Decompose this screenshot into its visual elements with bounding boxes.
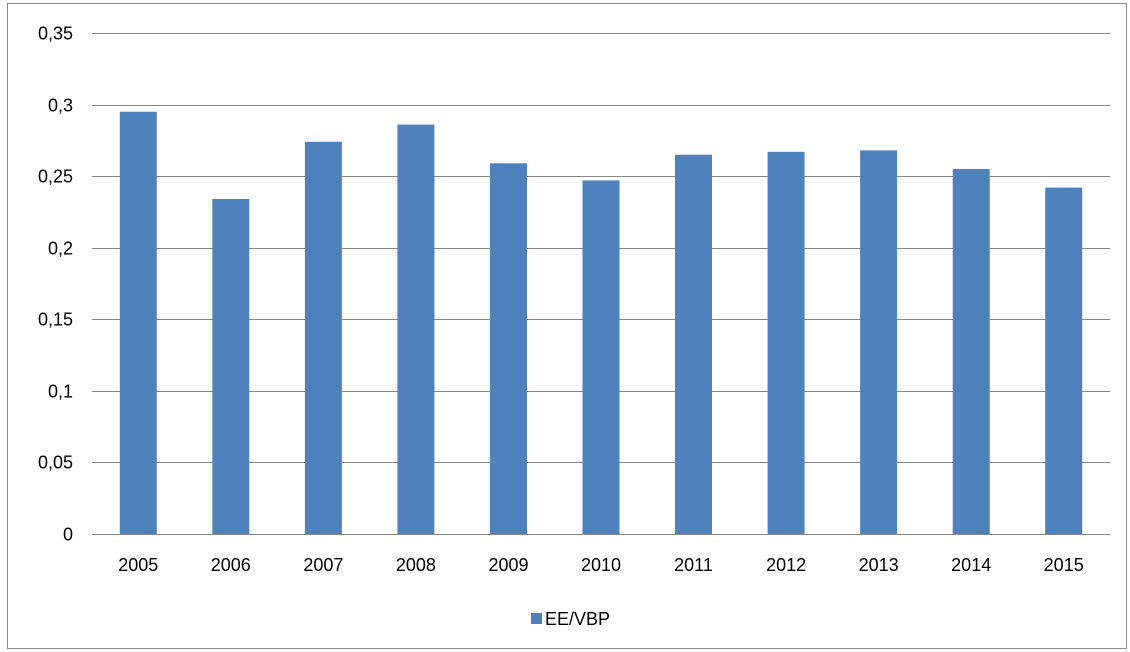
y-tick-label: 0,05 (38, 453, 73, 473)
bar-2012 (767, 151, 805, 535)
bar-2009 (490, 163, 527, 535)
bars (119, 111, 1083, 535)
x-tick-label: 2011 (674, 555, 713, 575)
y-tick-label: 0 (63, 525, 73, 545)
bar-2011 (675, 154, 712, 534)
x-tick-label: 2010 (581, 555, 621, 575)
bar-2008 (397, 124, 435, 534)
x-tick-label: 2012 (766, 555, 806, 575)
y-tick-label: 0,35 (38, 24, 73, 44)
x-axis-labels: 2005 2006 2007 2008 2009 2010 2011 2012 2013 2014… (118, 555, 1083, 575)
y-axis-labels: 0 0,05 0,1 0,15 0,2 0,25 0,3 0,35 (38, 24, 73, 545)
bar-2015 (1045, 187, 1083, 534)
bar-2014 (952, 169, 990, 534)
x-tick-label: 2006 (211, 555, 251, 575)
chart-frame (7, 3, 1127, 649)
legend-swatch-ee-vbp (531, 613, 542, 624)
x-tick-label: 2005 (118, 555, 158, 575)
x-tick-label: 2014 (951, 555, 991, 575)
legend-label-ee-vbp: EE/VBP (545, 609, 610, 629)
x-tick-label: 2015 (1044, 555, 1084, 575)
bar-2006 (212, 199, 250, 534)
y-tick-label: 0,3 (48, 96, 73, 116)
bar-2010 (582, 180, 620, 534)
x-tick-label: 2009 (488, 555, 528, 575)
bar-2013 (860, 150, 898, 534)
bar-2005 (119, 111, 157, 534)
x-tick-label: 2008 (396, 555, 436, 575)
y-tick-label: 0,15 (38, 310, 73, 330)
y-tick-label: 0,2 (48, 239, 73, 259)
x-tick-label: 2013 (859, 555, 899, 575)
legend: EE/VBP (531, 609, 610, 629)
bar-2007 (304, 141, 342, 535)
grid-lines (92, 33, 1110, 463)
y-tick-label: 0,1 (48, 382, 73, 402)
y-tick-label: 0,25 (38, 167, 73, 187)
x-tick-label: 2007 (303, 555, 343, 575)
